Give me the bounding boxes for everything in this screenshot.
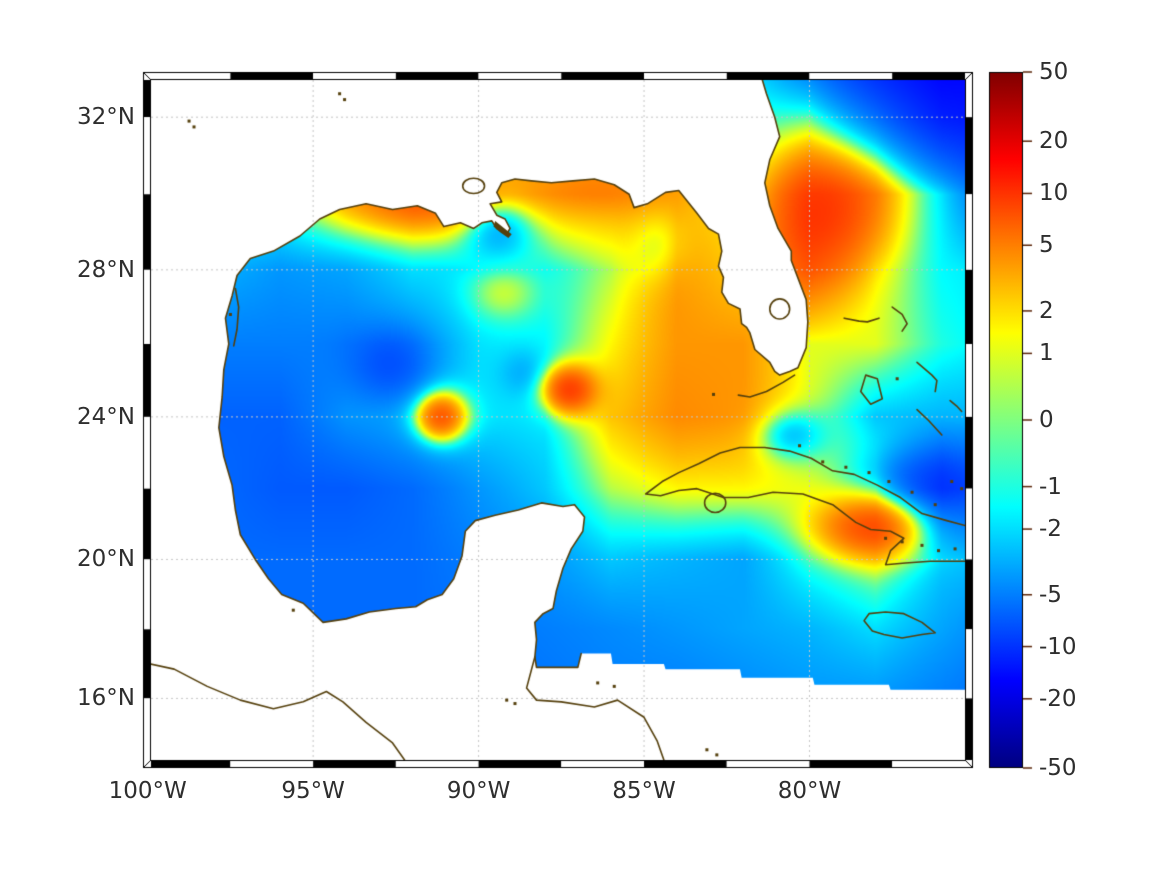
lat-tick-label: 20°N <box>77 546 135 573</box>
colorbar-tick-label: 20 <box>1039 128 1069 155</box>
colorbar-tick-label: -20 <box>1039 685 1077 712</box>
colorbar-tick-label: -1 <box>1039 473 1062 500</box>
lon-tick-label: 90°W <box>446 778 511 804</box>
colorbar-tick-label: 50 <box>1039 59 1069 85</box>
colorbar-tick-label: 5 <box>1039 232 1054 259</box>
lat-tick-label: 28°N <box>77 256 135 283</box>
colorbar-tick-label: -5 <box>1039 581 1062 608</box>
colorbar-tick-label: -2 <box>1039 516 1062 543</box>
colorbar-tick-label: 1 <box>1039 340 1054 367</box>
colorbar-tick-label: 10 <box>1039 180 1069 207</box>
lon-tick-label: 100°W <box>108 778 187 804</box>
lat-tick-label: 16°N <box>77 685 135 712</box>
colorbar-tick-label: -10 <box>1039 633 1077 660</box>
colorbar-tick-label: -50 <box>1039 755 1077 781</box>
lon-tick-label: 80°W <box>777 778 842 804</box>
lat-tick-label: 32°N <box>77 104 135 131</box>
lon-tick-label: 95°W <box>281 778 345 804</box>
colorbar-tick-label: 2 <box>1039 297 1054 324</box>
lon-tick-label: 85°W <box>612 778 676 804</box>
lat-tick-label: 24°N <box>77 403 135 430</box>
colorbar-tick-label: 0 <box>1039 407 1054 433</box>
